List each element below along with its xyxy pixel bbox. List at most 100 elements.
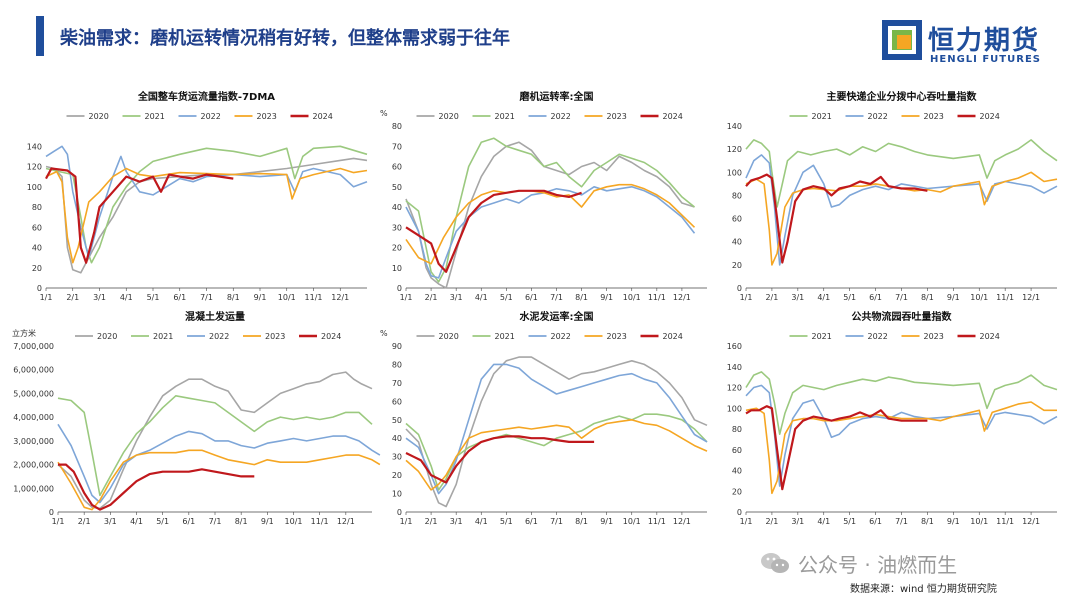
x-tick-label: 2/1 bbox=[765, 293, 778, 302]
legend-label-2022: 2022 bbox=[209, 332, 229, 341]
x-tick-label: 9/1 bbox=[947, 517, 960, 526]
x-tick-label: 9/1 bbox=[254, 293, 267, 302]
x-tick-label: 6/1 bbox=[173, 293, 186, 302]
x-tick-label: 10/1 bbox=[623, 293, 641, 302]
y-tick-label: 0 bbox=[737, 284, 742, 293]
legend-label-2022: 2022 bbox=[201, 112, 221, 121]
x-tick-label: 9/1 bbox=[947, 293, 960, 302]
x-tick-label: 7/1 bbox=[895, 293, 908, 302]
y-tick-label: 140 bbox=[27, 142, 42, 151]
series-line-2024 bbox=[45, 167, 234, 264]
y-tick-label: 40 bbox=[732, 238, 742, 247]
x-tick-label: 1/1 bbox=[52, 517, 65, 526]
y-tick-label: 30 bbox=[392, 453, 402, 462]
y-tick-label: 70 bbox=[392, 379, 402, 388]
legend-label-2021: 2021 bbox=[495, 112, 515, 121]
legend-label-2023: 2023 bbox=[257, 112, 277, 121]
x-tick-label: 5/1 bbox=[500, 293, 513, 302]
x-tick-label: 5/1 bbox=[843, 293, 856, 302]
series-line-2023 bbox=[57, 449, 381, 511]
y-unit-label: 立方米 bbox=[12, 328, 36, 338]
legend-label-2021: 2021 bbox=[812, 332, 832, 341]
y-tick-label: 40 bbox=[392, 434, 402, 443]
y-tick-label: 20 bbox=[392, 244, 402, 253]
x-tick-label: 9/1 bbox=[261, 517, 274, 526]
series-line-2021 bbox=[745, 371, 1058, 435]
x-tick-label: 1/1 bbox=[740, 293, 753, 302]
x-tick-label: 1/1 bbox=[400, 517, 413, 526]
x-tick-label: 2/1 bbox=[765, 517, 778, 526]
series-line-2021 bbox=[405, 137, 696, 283]
y-tick-label: 60 bbox=[392, 397, 402, 406]
x-tick-label: 7/1 bbox=[200, 293, 213, 302]
y-tick-label: 3,000,000 bbox=[13, 437, 54, 446]
legend-label-2023: 2023 bbox=[265, 332, 285, 341]
x-tick-label: 7/1 bbox=[209, 517, 222, 526]
y-tick-label: 40 bbox=[32, 244, 42, 253]
x-tick-label: 11/1 bbox=[311, 517, 329, 526]
x-tick-label: 10/1 bbox=[970, 517, 988, 526]
x-tick-label: 11/1 bbox=[648, 517, 666, 526]
x-tick-label: 6/1 bbox=[525, 293, 538, 302]
legend-label-2023: 2023 bbox=[607, 112, 627, 121]
x-tick-label: 7/1 bbox=[550, 293, 563, 302]
y-tick-label: 80 bbox=[732, 425, 742, 434]
x-tick-label: 4/1 bbox=[130, 517, 143, 526]
y-tick-label: 4,000,000 bbox=[13, 413, 54, 422]
y-tick-label: 0 bbox=[397, 284, 402, 293]
x-tick-label: 10/1 bbox=[278, 293, 296, 302]
y-tick-label: 120 bbox=[27, 163, 42, 172]
y-tick-label: 60 bbox=[732, 446, 742, 455]
series-line-2022 bbox=[405, 186, 696, 279]
x-tick-label: 5/1 bbox=[156, 517, 169, 526]
series-line-2023 bbox=[405, 183, 696, 265]
chart-1: 全国整车货运流量指数-7DMA 2020 2021 2022 2023 2024 0 20 40… bbox=[27, 90, 368, 302]
series-line-2022 bbox=[745, 384, 1058, 487]
y-tick-label: 80 bbox=[392, 122, 402, 131]
x-tick-label: 3/1 bbox=[450, 293, 463, 302]
legend-label-2020: 2020 bbox=[439, 332, 459, 341]
x-tick-label: 7/1 bbox=[895, 517, 908, 526]
chart-title: 磨机运转率:全国 bbox=[519, 90, 594, 103]
x-tick-label: 10/1 bbox=[623, 517, 641, 526]
y-tick-label: 0 bbox=[37, 284, 42, 293]
x-tick-label: 4/1 bbox=[817, 517, 830, 526]
page-title: 柴油需求：磨机运转情况稍有好转，但整体需求弱于往年 bbox=[60, 28, 510, 49]
logo-name-cn: 恒力期货 bbox=[928, 26, 1041, 56]
chart-title: 主要快递企业分拨中心吞吐量指数 bbox=[827, 90, 978, 103]
x-tick-label: 10/1 bbox=[970, 293, 988, 302]
y-tick-label: 6,000,000 bbox=[13, 366, 54, 375]
series-line-2023 bbox=[745, 401, 1057, 495]
legend-label-2022: 2022 bbox=[551, 112, 571, 121]
x-tick-label: 11/1 bbox=[305, 293, 323, 302]
legend-label-2024: 2024 bbox=[663, 112, 683, 121]
x-tick-label: 6/1 bbox=[525, 517, 538, 526]
y-tick-label: 80 bbox=[32, 203, 42, 212]
x-tick-label: 4/1 bbox=[120, 293, 133, 302]
y-tick-label: 10 bbox=[392, 490, 402, 499]
y-tick-label: 140 bbox=[727, 122, 742, 131]
y-tick-label: 90 bbox=[392, 342, 402, 351]
y-tick-label: 120 bbox=[727, 145, 742, 154]
x-tick-label: 12/1 bbox=[331, 293, 349, 302]
series-line-2023 bbox=[745, 171, 1058, 266]
y-tick-label: 100 bbox=[727, 168, 742, 177]
y-tick-label: 160 bbox=[727, 342, 742, 351]
y-tick-label: 0 bbox=[737, 508, 742, 517]
legend-label-2024: 2024 bbox=[313, 112, 333, 121]
y-tick-label: 50 bbox=[392, 183, 402, 192]
series-line-2021 bbox=[745, 139, 1058, 208]
legend-label-2020: 2020 bbox=[89, 112, 109, 121]
x-tick-label: 2/1 bbox=[66, 293, 79, 302]
legend-label-2024: 2024 bbox=[321, 332, 341, 341]
y-tick-label: 7,000,000 bbox=[13, 342, 54, 351]
x-tick-label: 12/1 bbox=[1022, 293, 1040, 302]
y-tick-label: 1,000,000 bbox=[13, 484, 54, 493]
legend-label-2024: 2024 bbox=[980, 332, 1000, 341]
x-tick-label: 5/1 bbox=[500, 517, 513, 526]
legend-label-2022: 2022 bbox=[868, 112, 888, 121]
series-line-2024 bbox=[405, 435, 595, 484]
x-tick-label: 1/1 bbox=[40, 293, 53, 302]
series-line-2024 bbox=[745, 173, 928, 264]
y-unit-label: % bbox=[380, 329, 388, 338]
